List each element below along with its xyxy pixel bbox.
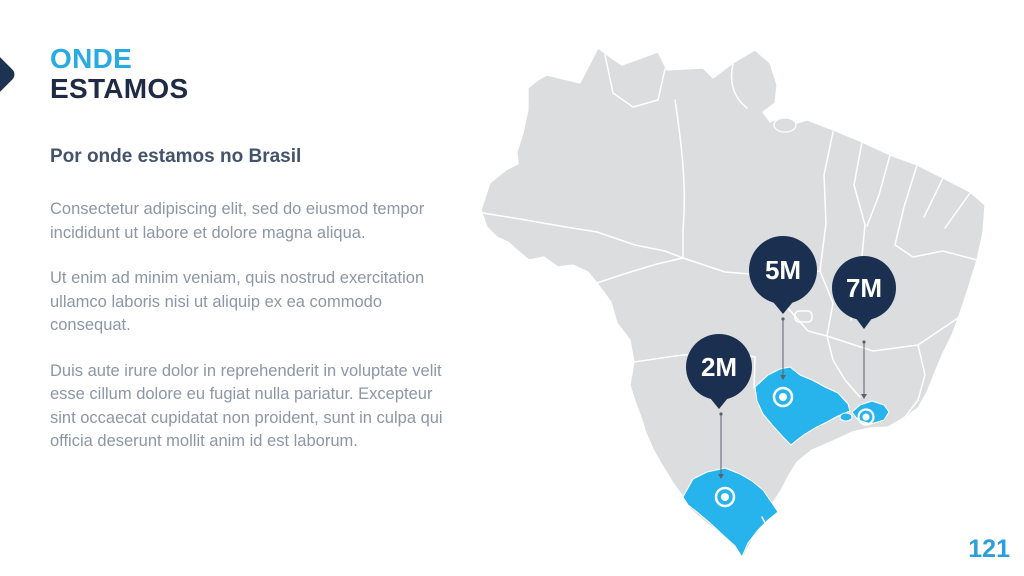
brazil-outline bbox=[480, 47, 986, 559]
marajo-island bbox=[773, 117, 797, 133]
slide-title: ESTAMOS bbox=[50, 72, 189, 104]
marker-balloon-2m: 2M bbox=[686, 334, 752, 409]
state-rio-grande-do-sul bbox=[682, 467, 779, 558]
location-marker-icon bbox=[857, 408, 875, 426]
body-paragraph: Consectetur adipiscing elit, sed do eius… bbox=[50, 200, 425, 242]
balloon-value: 2M bbox=[701, 352, 737, 382]
location-marker-icon bbox=[772, 386, 794, 408]
rs-lagoon-line bbox=[761, 516, 774, 539]
distrito-federal-outline bbox=[794, 310, 813, 323]
balloon-value: 7M bbox=[846, 273, 882, 303]
chevron-accent-shape bbox=[0, 42, 18, 107]
slide-kicker: ONDE bbox=[50, 43, 133, 74]
body-paragraph: Ut enim ad minim veniam, quis nostrud ex… bbox=[50, 269, 425, 334]
brazil-map: 5M 7M 2M bbox=[480, 47, 986, 559]
balloon-value: 5M bbox=[765, 255, 801, 285]
leader-lines bbox=[718, 317, 867, 479]
title-block: ONDE ESTAMOS bbox=[50, 44, 188, 104]
state-sao-paulo bbox=[754, 366, 851, 446]
body-text: Consectetur adipiscing elit, sed do eius… bbox=[50, 198, 454, 476]
section-heading: Por onde estamos no Brasil bbox=[50, 146, 302, 167]
page-number: 121 bbox=[968, 535, 1010, 563]
state-rio-de-janeiro bbox=[851, 400, 890, 425]
marker-balloon-7m: 7M bbox=[832, 256, 896, 329]
body-paragraph: Duis aute irure dolor in reprehenderit i… bbox=[50, 361, 443, 451]
marker-balloon-5m: 5M bbox=[749, 236, 817, 314]
location-marker-icon bbox=[714, 486, 736, 508]
state-rio-de-janeiro-west-bit bbox=[839, 412, 853, 422]
state-borders bbox=[482, 54, 978, 503]
